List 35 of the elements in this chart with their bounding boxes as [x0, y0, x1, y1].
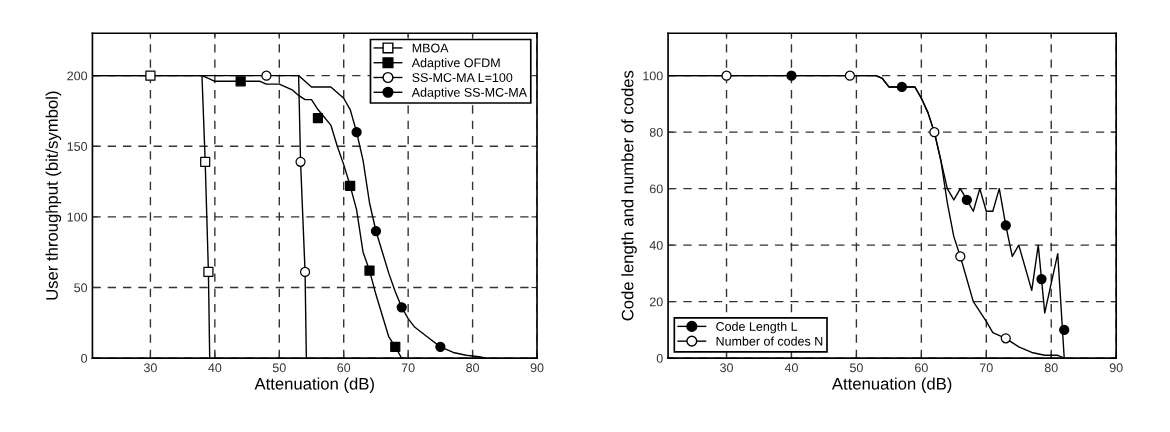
y-tick-label: 40: [649, 240, 663, 250]
x-tick-label: 90: [1109, 363, 1123, 373]
x-tick-label: 70: [401, 363, 415, 373]
x-tick-label: 70: [979, 363, 993, 373]
y-tick-label: 50: [74, 283, 88, 293]
x-tick-label: 30: [720, 363, 733, 373]
y-tick-label: 100: [643, 71, 663, 81]
legend-label: Code Length L: [716, 321, 798, 334]
y-tick-label: 80: [649, 127, 663, 137]
y-tick-label: 60: [649, 184, 663, 194]
y-tick-label: 20: [649, 297, 663, 307]
x-tick-label: 50: [849, 363, 863, 373]
y-tick-label: 100: [67, 212, 88, 222]
x-tick-label: 40: [784, 363, 798, 373]
y-tick-label: 150: [67, 142, 88, 151]
x-tick-label: 60: [337, 363, 351, 373]
x-tick-label: 80: [466, 363, 480, 373]
x-axis-title: Attenuation (dB): [254, 377, 374, 393]
x-tick-label: 60: [915, 363, 928, 373]
legend-label: SS-MC-MA L=100: [412, 73, 513, 82]
x-tick-label: 90: [530, 363, 544, 373]
legend-label: Number of codes N: [716, 336, 823, 346]
y-tick-label: 0: [656, 353, 663, 363]
x-tick-label: 30: [143, 363, 157, 373]
x-tick-label: 50: [272, 363, 286, 373]
y-tick-label: 200: [67, 71, 88, 81]
y-tick-label: 0: [81, 353, 88, 363]
legend-label: Adaptive OFDM: [411, 58, 500, 70]
legend-label: Adaptive SS-MC-MA: [411, 87, 528, 100]
y-axis-title: Code length and number of codes: [621, 70, 637, 321]
x-tick-label: 40: [208, 363, 222, 373]
x-axis-title: Attenuation (dB): [831, 377, 952, 393]
y-axis-title: User throughput (bit/symbol): [45, 91, 62, 300]
x-tick-label: 80: [1044, 363, 1058, 373]
legend-label: MBOA: [412, 43, 449, 53]
